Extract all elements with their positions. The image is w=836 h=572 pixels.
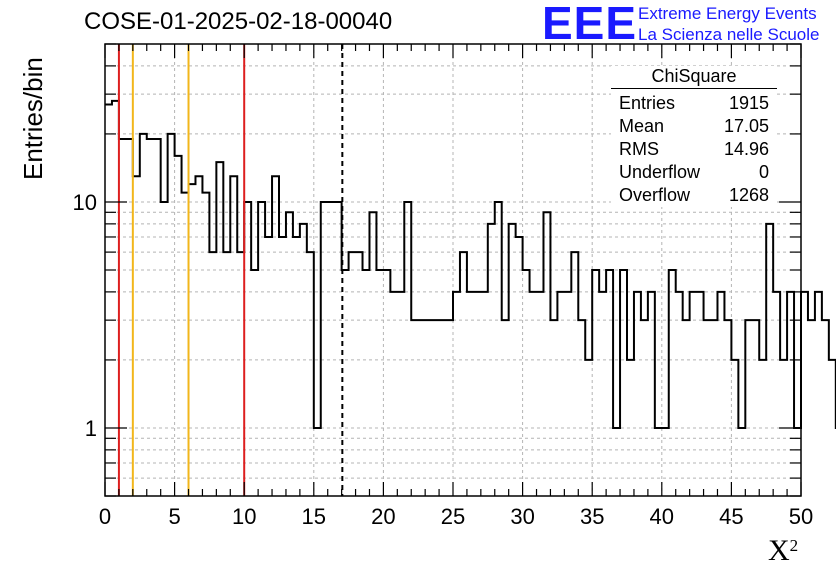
y-tick-label: 1: [85, 416, 97, 441]
y-axis-label: Entries/bin: [18, 57, 48, 180]
stats-row: RMS 14.96: [611, 138, 777, 161]
stats-label: Mean: [619, 116, 665, 136]
stats-value: 1268: [728, 185, 769, 205]
stats-label: Entries: [619, 93, 676, 113]
x-tick-label: 40: [650, 504, 674, 529]
x-tick-label: 20: [371, 504, 395, 529]
stats-box: ChiSquare Entries 1915 Mean 17.05 RMS 14.96…: [611, 66, 777, 207]
x-axis-label: X2: [768, 534, 798, 568]
axis-ticks: [104, 43, 802, 497]
x-tick-label: 35: [580, 504, 604, 529]
stats-label: RMS: [619, 139, 659, 159]
x-tick-label: 45: [719, 504, 743, 529]
stats-value: 0: [758, 162, 769, 182]
x-tick-label: 5: [168, 504, 180, 529]
stats-row: Mean 17.05: [611, 115, 777, 138]
logo-mark: EEE: [542, 0, 638, 49]
x-tick-label: 0: [99, 504, 111, 529]
x-tick-label: 10: [232, 504, 256, 529]
stats-value: 17.05: [723, 116, 769, 136]
x-tick-label: 25: [441, 504, 465, 529]
stats-value: 14.96: [723, 139, 769, 159]
x-tick-label: 30: [510, 504, 534, 529]
stats-row: Underflow 0: [611, 161, 777, 184]
histogram-series: [105, 99, 836, 429]
page-title: COSE-01-2025-02-18-00040: [84, 8, 393, 35]
stats-label: Overflow: [619, 185, 691, 205]
logo-line-1: Extreme Energy Events: [638, 4, 817, 23]
x-axis-label-text: X: [768, 534, 790, 567]
x-tick-label: 15: [302, 504, 326, 529]
histogram-line: [105, 99, 836, 429]
logo-line-2: La Scienza nelle Scuole: [638, 25, 820, 44]
stats-title: ChiSquare: [611, 66, 777, 89]
stats-value: 1915: [728, 93, 769, 113]
y-tick-label: 10: [73, 190, 97, 215]
marker-lines: [117, 44, 344, 496]
stats-row: Overflow 1268: [611, 184, 777, 207]
x-axis-label-superscript: 2: [789, 536, 799, 555]
stats-label: Underflow: [619, 162, 701, 182]
stats-row: Entries 1915: [611, 92, 777, 115]
tick-labels: 0 5 10 15 20 25 30 35 40 45 50 1 10: [73, 190, 814, 529]
x-tick-label: 50: [789, 504, 813, 529]
